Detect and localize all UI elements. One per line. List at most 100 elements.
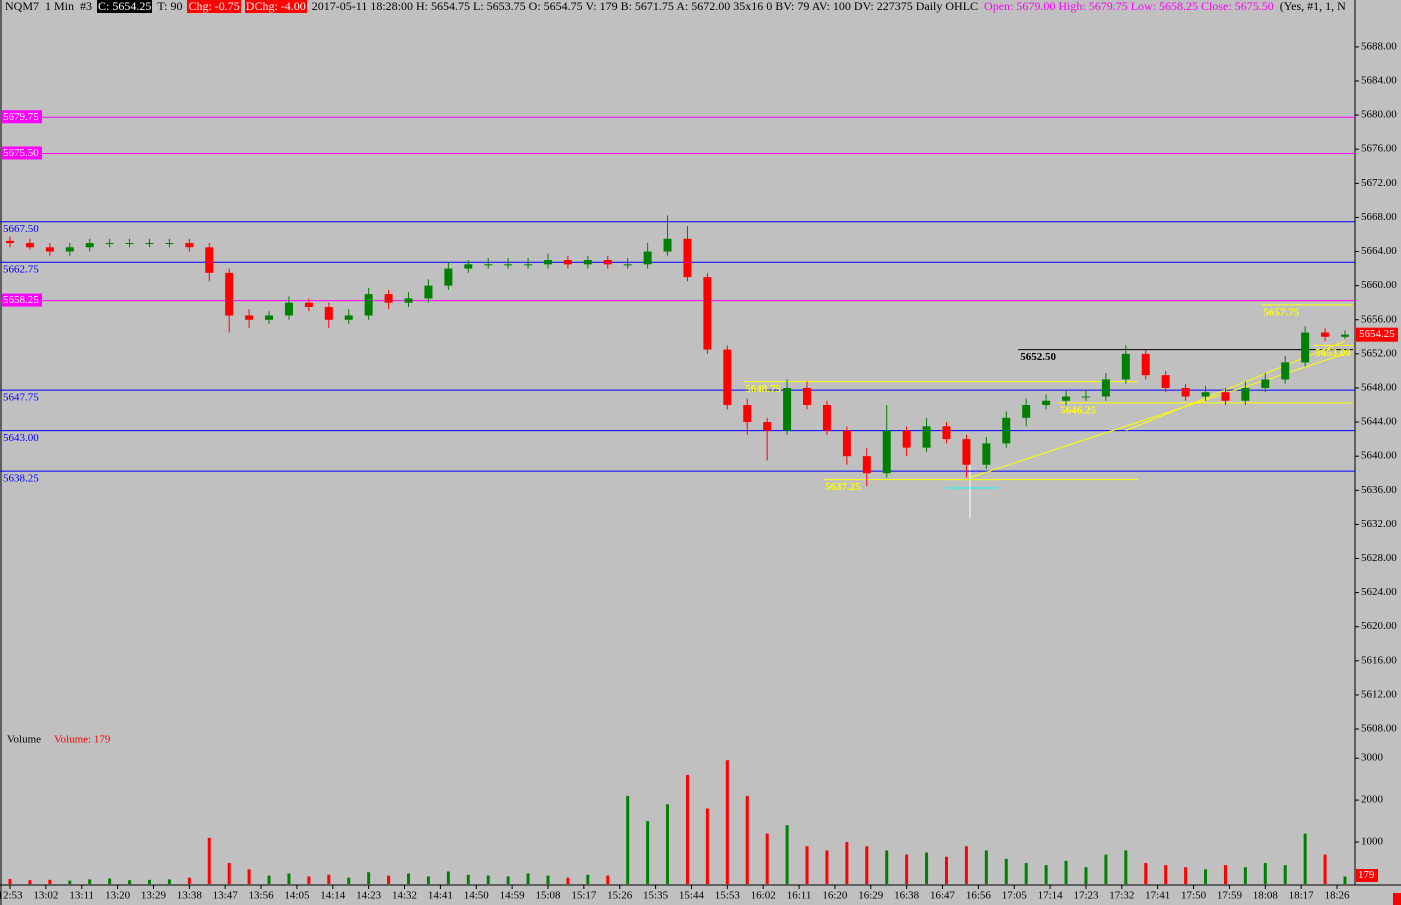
candle-body [185,243,194,248]
annotation-label: 5653.00 [1315,347,1351,359]
x-tick-label: 16:02 [751,890,776,902]
volume-bar [646,821,650,884]
y-tick-label: 5684.00 [1361,75,1397,87]
candle-body [842,430,851,457]
candle-body [543,260,552,265]
candle-body [1022,405,1031,418]
volume-bar [426,876,430,884]
volume-bar [964,846,968,884]
volume-bar [685,774,689,884]
y-tick-label: 5608.00 [1361,723,1397,735]
x-tick-label: 15:26 [607,890,633,902]
header: NQM7 1 Min #3 C: 5654.25 T: 90 Chg: -0.75 DChg… [4,0,1354,14]
candle-body [922,426,931,448]
annotation-label: 5652.50 [1020,351,1056,363]
volume-bar [526,873,530,884]
candle-body [683,238,692,278]
candle-body [723,349,732,406]
y-tick-label: 5648.00 [1361,381,1397,393]
header-field: 1 Min [45,0,75,13]
x-tick-label: 16:29 [858,890,884,902]
level-label: 5662.75 [3,264,39,276]
volume-bar [725,760,729,884]
header-field: Open: 5679.00 High: 5679.75 Low: 5658.25… [984,0,1274,13]
candle-body [783,387,792,431]
annotation-label: 5637.25 [825,481,861,493]
x-tick-label: 16:56 [966,890,992,902]
volume-bar [666,804,670,884]
candle-body [663,238,672,252]
y-tick-label: 5620.00 [1361,620,1397,632]
volume-bar [1004,858,1008,884]
header-field: 2017-05-11 18:28:00 H: 5654.75 L: 5653.7… [311,0,979,13]
x-tick-label: 12:53 [0,890,23,902]
x-tick-label: 13:56 [249,890,275,902]
x-tick-label: 17:32 [1109,890,1134,902]
x-tick-label: 15:44 [679,890,705,902]
volume-bar [147,879,151,884]
candle-body [45,247,54,252]
candle-body [265,315,274,320]
candle-body [524,264,533,266]
volume-bar [1263,863,1267,884]
candle-body [643,251,652,265]
volume-bar [28,880,32,884]
volume-bar [825,850,829,884]
volume-bar [1204,869,1208,884]
candle-body [105,243,114,245]
volume-bar [745,795,749,884]
level-label: 5638.25 [3,473,39,485]
y-tick-label: 5680.00 [1361,109,1397,121]
y-tick-label: 5656.00 [1361,313,1397,325]
volume-bar [586,874,590,884]
header-field: C: 5654.25 [97,0,153,13]
candle-body [484,264,493,266]
header-field: (Yes, #1, 1, N [1279,0,1346,13]
header-field: #3 [80,0,93,13]
volume-bar [984,850,988,884]
x-tick-label: 14:05 [284,890,310,902]
volume-bar [1223,865,1227,884]
level-label-box [2,146,42,160]
candle-body [862,456,871,474]
volume-bar [466,874,470,884]
candle-body [1201,392,1210,397]
candle-body [563,260,572,265]
y-tick-label: 1000 [1361,836,1384,848]
annotation-label: 5646.25 [1060,404,1096,416]
y-tick-label: 5616.00 [1361,654,1397,666]
x-tick-label: 14:14 [320,890,346,902]
volume-bar [267,875,271,884]
volume-bar [227,863,231,884]
candle-body [364,294,373,316]
candle-body [424,285,433,299]
candle-body [284,302,293,316]
volume-bar [506,876,510,884]
candle-body [1062,396,1071,401]
x-tick-label: 14:23 [356,890,382,902]
y-tick-label: 5688.00 [1361,40,1397,52]
candle-body [1141,353,1150,376]
y-tick-label: 5668.00 [1361,211,1397,223]
candle-body [822,405,831,431]
x-tick-label: 16:20 [822,890,848,902]
level-label: 5658.25 [3,294,39,306]
x-tick-label: 18:08 [1253,890,1279,902]
x-tick-label: 18:17 [1289,890,1315,902]
candle-body [6,240,14,244]
candle-body [962,439,971,465]
candle-body [25,243,34,248]
volume-bar [187,877,191,884]
candle-body [384,294,393,303]
y-tick-label: 5636.00 [1361,484,1397,496]
header-field: DChg: -4.00 [244,0,307,13]
candle-body [902,430,911,448]
candle-body [942,426,951,440]
volume-bar [1184,867,1188,884]
y-tick-label: 5644.00 [1361,416,1397,428]
candle-body [603,260,612,265]
candle-body [982,443,991,465]
volume-bar [446,871,450,884]
volume-tag: 179 [1358,869,1375,881]
